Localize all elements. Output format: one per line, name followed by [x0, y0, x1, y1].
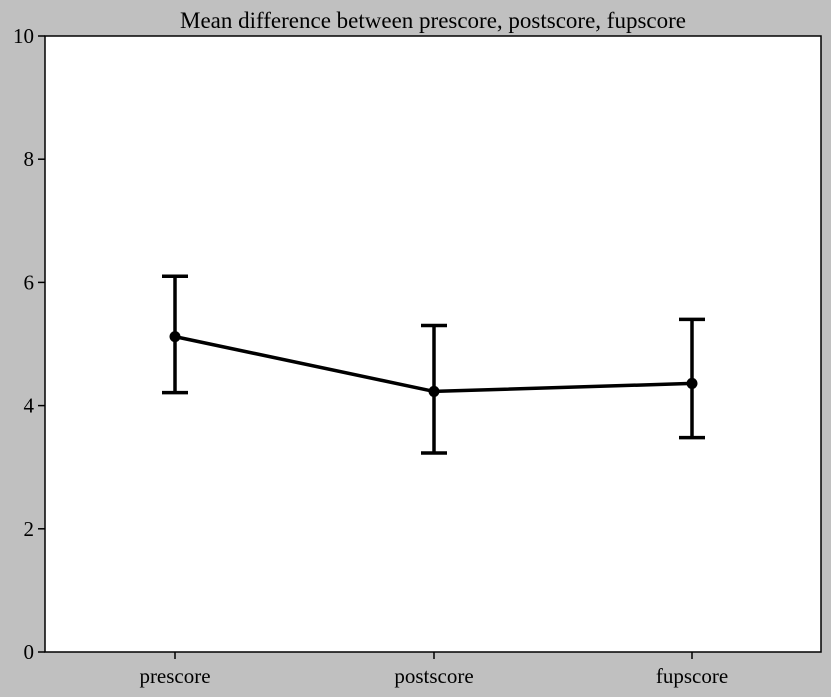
data-point: [169, 331, 181, 343]
x-tick-label: fupscore: [656, 664, 728, 688]
y-tick-label: 8: [24, 147, 35, 171]
y-tick-label: 2: [24, 517, 35, 541]
x-axis: prescore postscore fupscore: [139, 652, 728, 688]
data-point: [686, 377, 698, 389]
y-tick-label: 6: [24, 270, 35, 294]
y-tick-label: 10: [13, 24, 34, 48]
x-tick-label: postscore: [394, 664, 473, 688]
y-axis: 0 2 4 6 8 10: [13, 24, 45, 664]
x-tick-label: prescore: [139, 664, 210, 688]
y-tick-label: 4: [24, 394, 35, 418]
chart-title: Mean difference between prescore, postsc…: [180, 8, 686, 33]
data-points: [169, 331, 698, 397]
y-tick-label: 0: [24, 640, 35, 664]
data-point: [428, 385, 440, 397]
